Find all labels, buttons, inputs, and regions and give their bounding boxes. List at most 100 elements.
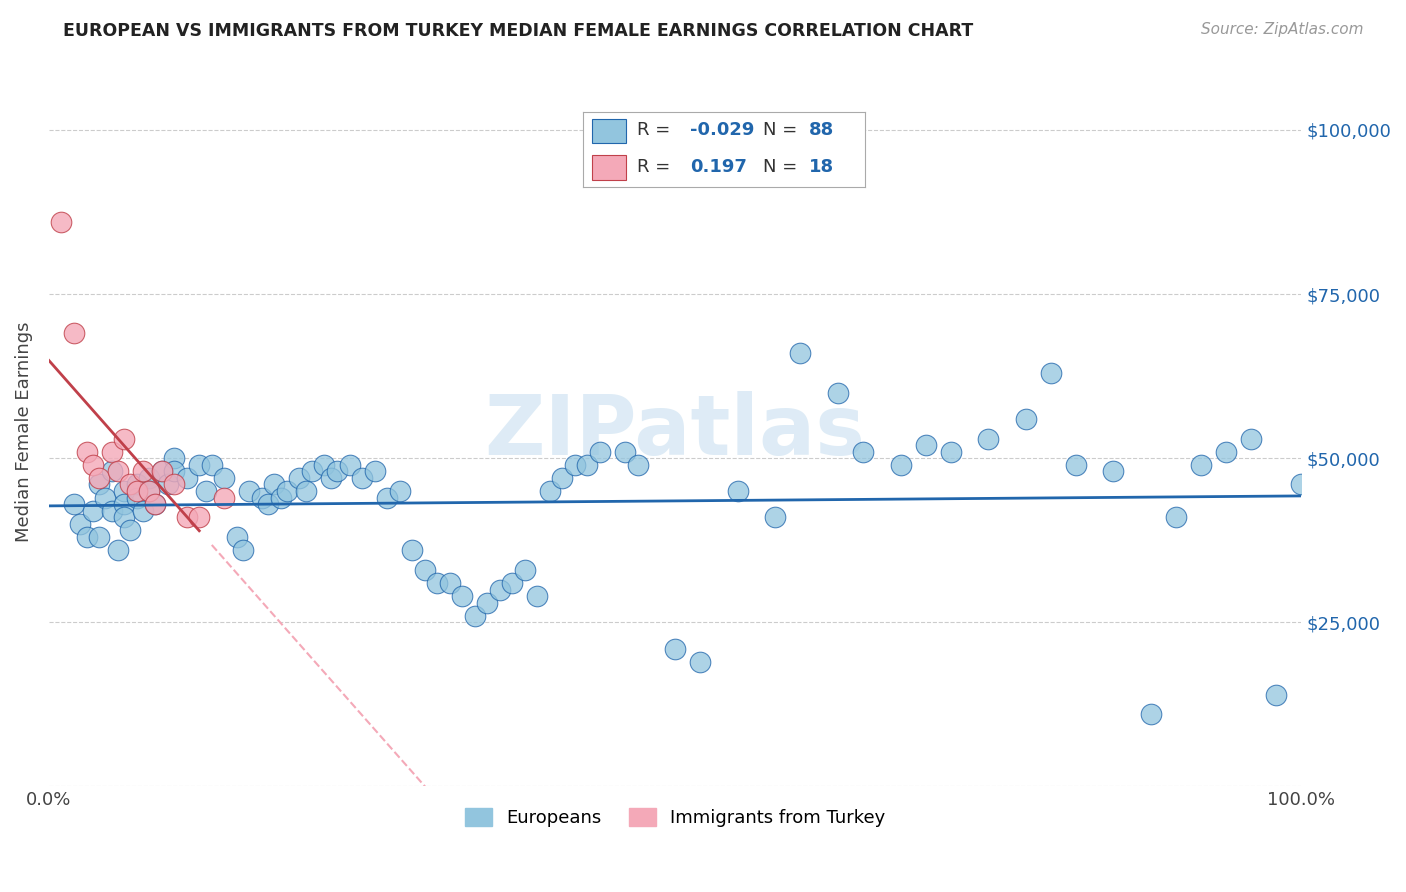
Point [488,582,510,597]
Point [76,530,98,544]
Point [526,589,548,603]
Point [69,516,91,531]
Point [564,458,586,472]
Point [614,444,637,458]
Point [63,497,86,511]
Point [125,477,148,491]
Point [87,471,110,485]
Point [100,464,122,478]
Point [163,464,186,478]
Point [112,510,135,524]
Point [82,458,104,472]
Point [112,432,135,446]
Point [232,543,254,558]
Point [689,655,711,669]
Point [120,524,142,538]
Point [132,504,155,518]
Point [852,444,875,458]
Point [589,444,612,458]
Point [100,444,122,458]
Point [145,497,167,511]
Text: 88: 88 [808,121,834,139]
Point [263,477,285,491]
Point [352,471,374,485]
Point [339,458,361,472]
Point [163,451,186,466]
Point [214,471,236,485]
Point [401,543,423,558]
Point [120,477,142,491]
Point [257,497,280,511]
Point [82,504,104,518]
Point [150,464,173,478]
Text: N =: N = [763,158,803,176]
Point [132,464,155,478]
Point [1102,464,1125,478]
Text: ZIPatlas: ZIPatlas [485,392,866,473]
Bar [592,119,626,144]
Point [112,497,135,511]
Point [1189,458,1212,472]
Point [977,432,1000,446]
Point [1039,366,1062,380]
Point [426,576,449,591]
Point [1215,444,1237,458]
Point [576,458,599,472]
Point [413,563,436,577]
Legend: Europeans, Immigrants from Turkey: Europeans, Immigrants from Turkey [457,800,893,834]
Point [319,471,342,485]
Point [156,477,179,491]
Point [145,497,167,511]
Point [288,471,311,485]
Point [1291,477,1313,491]
Point [125,491,148,505]
Point [76,444,98,458]
Point [763,510,786,524]
Y-axis label: Median Female Earnings: Median Female Earnings [15,322,32,542]
Point [375,491,398,505]
Point [789,346,811,360]
Text: R =: R = [637,121,676,139]
Text: Source: ZipAtlas.com: Source: ZipAtlas.com [1201,22,1364,37]
Text: R =: R = [637,158,676,176]
Point [138,484,160,499]
Point [464,608,486,623]
Point [727,484,749,499]
Point [107,543,129,558]
Point [87,477,110,491]
Point [914,438,936,452]
Point [225,530,247,544]
Point [87,530,110,544]
Point [501,576,523,591]
Point [138,471,160,485]
Point [1240,432,1263,446]
Text: -0.029: -0.029 [690,121,755,139]
Point [551,471,574,485]
Point [301,464,323,478]
Point [626,458,648,472]
Point [63,326,86,341]
Point [238,484,260,499]
Point [163,477,186,491]
Point [112,484,135,499]
Point [194,484,217,499]
Point [439,576,461,591]
Point [939,444,962,458]
Point [326,464,349,478]
Point [451,589,474,603]
Point [1064,458,1087,472]
Text: 18: 18 [808,158,834,176]
Point [214,491,236,505]
Point [314,458,336,472]
Point [664,641,686,656]
Point [889,458,911,472]
Point [477,596,499,610]
Point [1265,688,1288,702]
Point [276,484,298,499]
Point [294,484,316,499]
Point [250,491,273,505]
Point [270,491,292,505]
Text: N =: N = [763,121,803,139]
Point [538,484,561,499]
Bar [592,155,626,179]
